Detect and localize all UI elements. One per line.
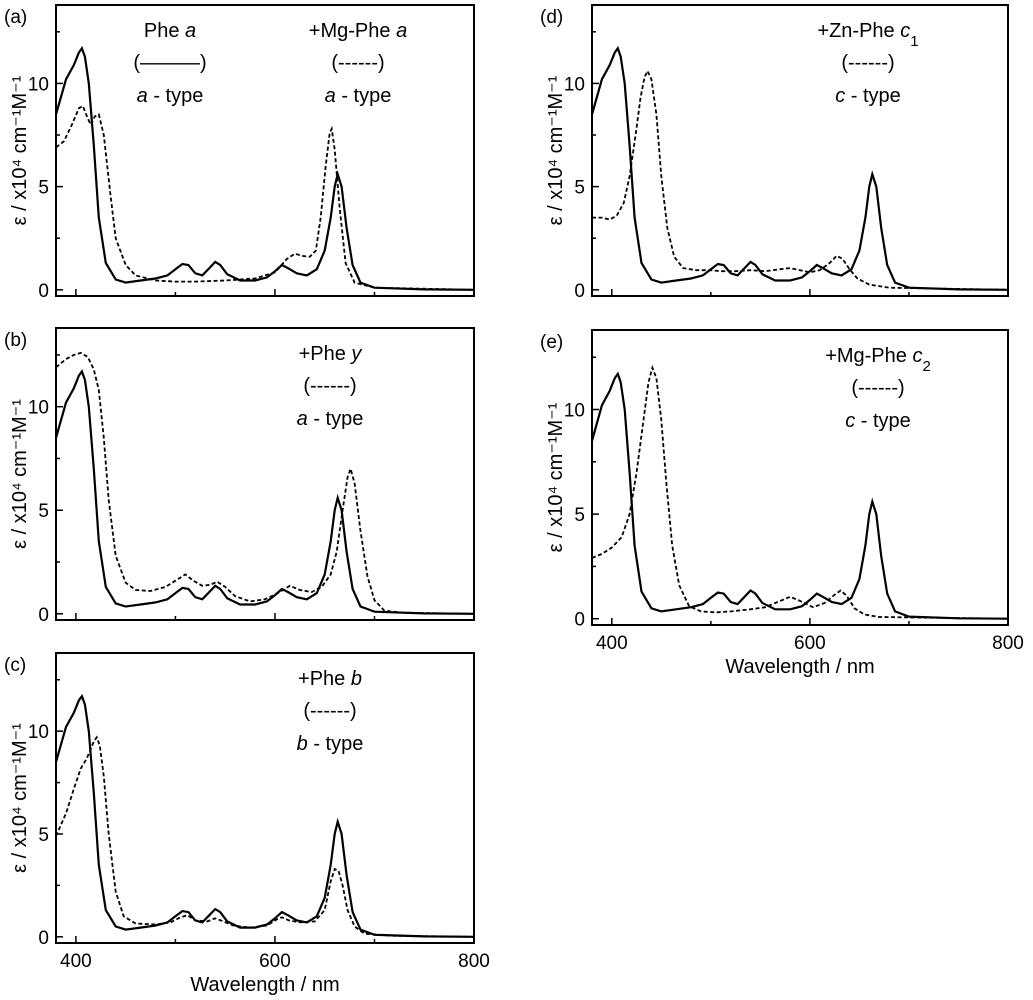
x-axis-label: Wavelength / nm (190, 974, 339, 996)
y-tick-label: 10 (28, 398, 49, 419)
legend-type: a - type (325, 85, 392, 107)
y-tick-label: 0 (38, 928, 49, 949)
chart-panel-3: 0 5 10 400 600 800 Wavelength / nm ε / x10⁴ cm⁻… (4, 652, 490, 996)
x-tick-label: 600 (259, 951, 291, 972)
legend-line-sample: (------) (331, 52, 384, 74)
legend-line-sample: (------) (851, 377, 904, 399)
panel-label: (c) (4, 655, 26, 676)
panel-label: (a) (4, 7, 27, 28)
y-axis-label: ε / x10⁴ cm⁻¹M⁻¹ (9, 723, 31, 873)
legend-name: Phe a (144, 20, 196, 42)
series-line-solid (56, 369, 474, 615)
plot-frame (591, 329, 1009, 626)
plot-frame (55, 652, 475, 944)
y-tick-label: 0 (574, 281, 585, 302)
legend-line-sample: (------) (303, 700, 356, 722)
chart-panel-5: 0 5 10 400 600 800 Wavelength / nm ε / x10⁴ cm⁻… (540, 329, 1024, 678)
series-line-dashed (56, 104, 474, 291)
chart-panel-1: 0 5 10ε / x10⁴ cm⁻¹M⁻¹ (a) Phe a (———) a - typ… (4, 4, 475, 302)
x-tick-label: 600 (794, 633, 826, 654)
legend-type: a - type (297, 408, 364, 430)
y-tick-label: 5 (38, 178, 49, 199)
series-line-solid (56, 693, 474, 938)
series-line-dashed (592, 68, 1008, 291)
x-tick-label: 800 (992, 633, 1024, 654)
legend-entry: +Mg-Phe a (------) a - type (309, 20, 407, 107)
y-tick-label: 5 (38, 825, 49, 846)
legend-type: c - type (845, 410, 911, 432)
chart-panel-2: 0 5 10ε / x10⁴ cm⁻¹M⁻¹ (b) +Phe y (------) a -… (4, 327, 475, 626)
series-line-dashed (56, 351, 474, 615)
y-tick-label: 5 (38, 501, 49, 522)
legend-type: c - type (835, 85, 901, 107)
plot-frame (55, 4, 475, 297)
x-axis-label: Wavelength / nm (725, 656, 874, 678)
x-tick-label: 800 (458, 951, 490, 972)
x-tick-label: 400 (60, 951, 92, 972)
legend-entry: +Phe y (------) a - type (297, 343, 364, 430)
plot-frame (55, 327, 475, 621)
y-tick-label: 0 (38, 281, 49, 302)
series-line-solid (592, 371, 1008, 620)
series-line-dashed (592, 364, 1008, 620)
legend-name: +Mg-Phe a (309, 20, 407, 42)
series-line-solid (592, 45, 1008, 291)
y-axis-label: ε / x10⁴ cm⁻¹M⁻¹ (545, 75, 567, 225)
panel-label: (e) (540, 332, 563, 353)
y-axis-label: ε / x10⁴ cm⁻¹M⁻¹ (9, 399, 31, 549)
y-tick-label: 10 (564, 401, 585, 422)
x-tick-label: 400 (596, 633, 628, 654)
legend-type: b - type (297, 733, 364, 755)
panel-label: (b) (4, 330, 27, 351)
chart-panel-4: 0 5 10ε / x10⁴ cm⁻¹M⁻¹ (d) +Zn-Phe c1(------… (540, 4, 1009, 302)
plot-frame (591, 4, 1009, 297)
y-axis-label: ε / x10⁴ cm⁻¹M⁻¹ (9, 75, 31, 225)
y-tick-label: 0 (38, 605, 49, 626)
legend-entry: +Phe b (------) b - type (297, 668, 364, 755)
legend-line-sample: (------) (303, 375, 356, 397)
legend-entry: +Mg-Phe c2(------) c - type (825, 345, 931, 432)
legend-name: +Zn-Phe c1 (817, 20, 918, 50)
legend-line-sample: (------) (841, 52, 894, 74)
legend-entry: +Zn-Phe c1(------) c - type (817, 20, 918, 107)
legend-name: +Phe y (299, 343, 363, 365)
y-tick-label: 5 (574, 505, 585, 526)
y-tick-label: 10 (564, 74, 585, 95)
legend-entry: Phe a (———) a - type (133, 20, 206, 107)
legend-name: +Phe b (298, 668, 362, 690)
y-axis-label: ε / x10⁴ cm⁻¹M⁻¹ (545, 402, 567, 552)
series-line-solid (56, 45, 474, 291)
legend-line-sample: (———) (133, 52, 206, 74)
series-line-dashed (56, 735, 474, 938)
legend-type: a - type (137, 85, 204, 107)
y-tick-label: 0 (574, 610, 585, 631)
panel-label: (d) (540, 7, 563, 28)
legend-name: +Mg-Phe c2 (825, 345, 931, 375)
y-tick-label: 5 (574, 178, 585, 199)
y-tick-label: 10 (28, 722, 49, 743)
y-tick-label: 10 (28, 74, 49, 95)
